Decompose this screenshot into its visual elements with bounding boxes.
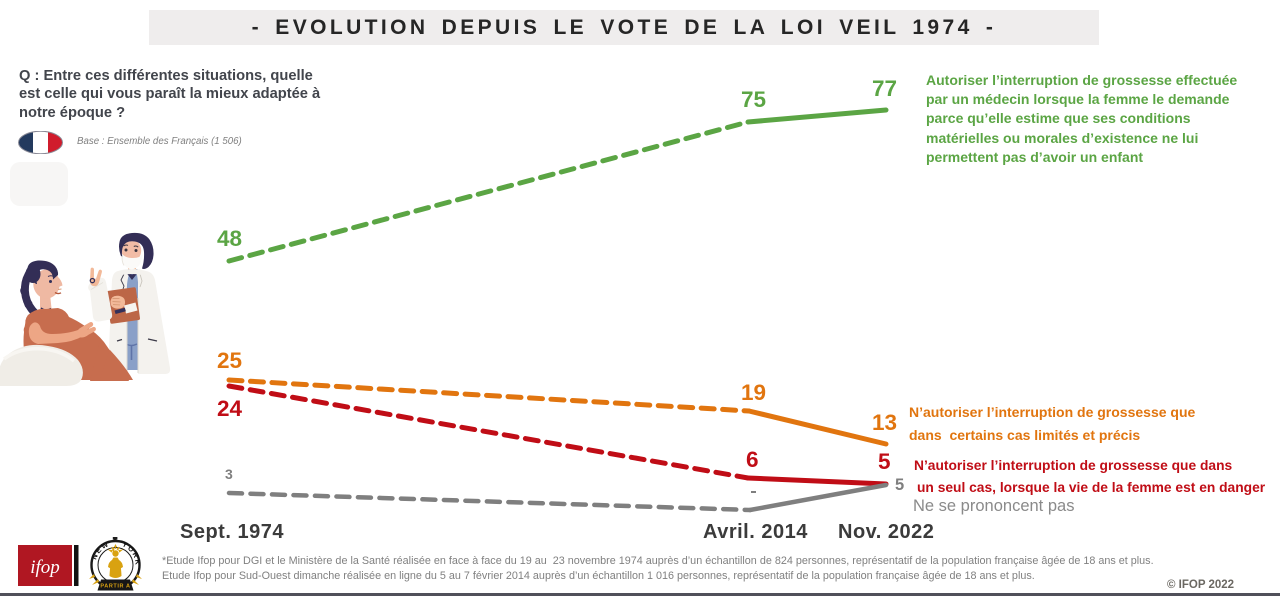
svg-text:PARTIR A: PARTIR A <box>100 584 130 590</box>
svg-text:ifop: ifop <box>30 557 60 578</box>
